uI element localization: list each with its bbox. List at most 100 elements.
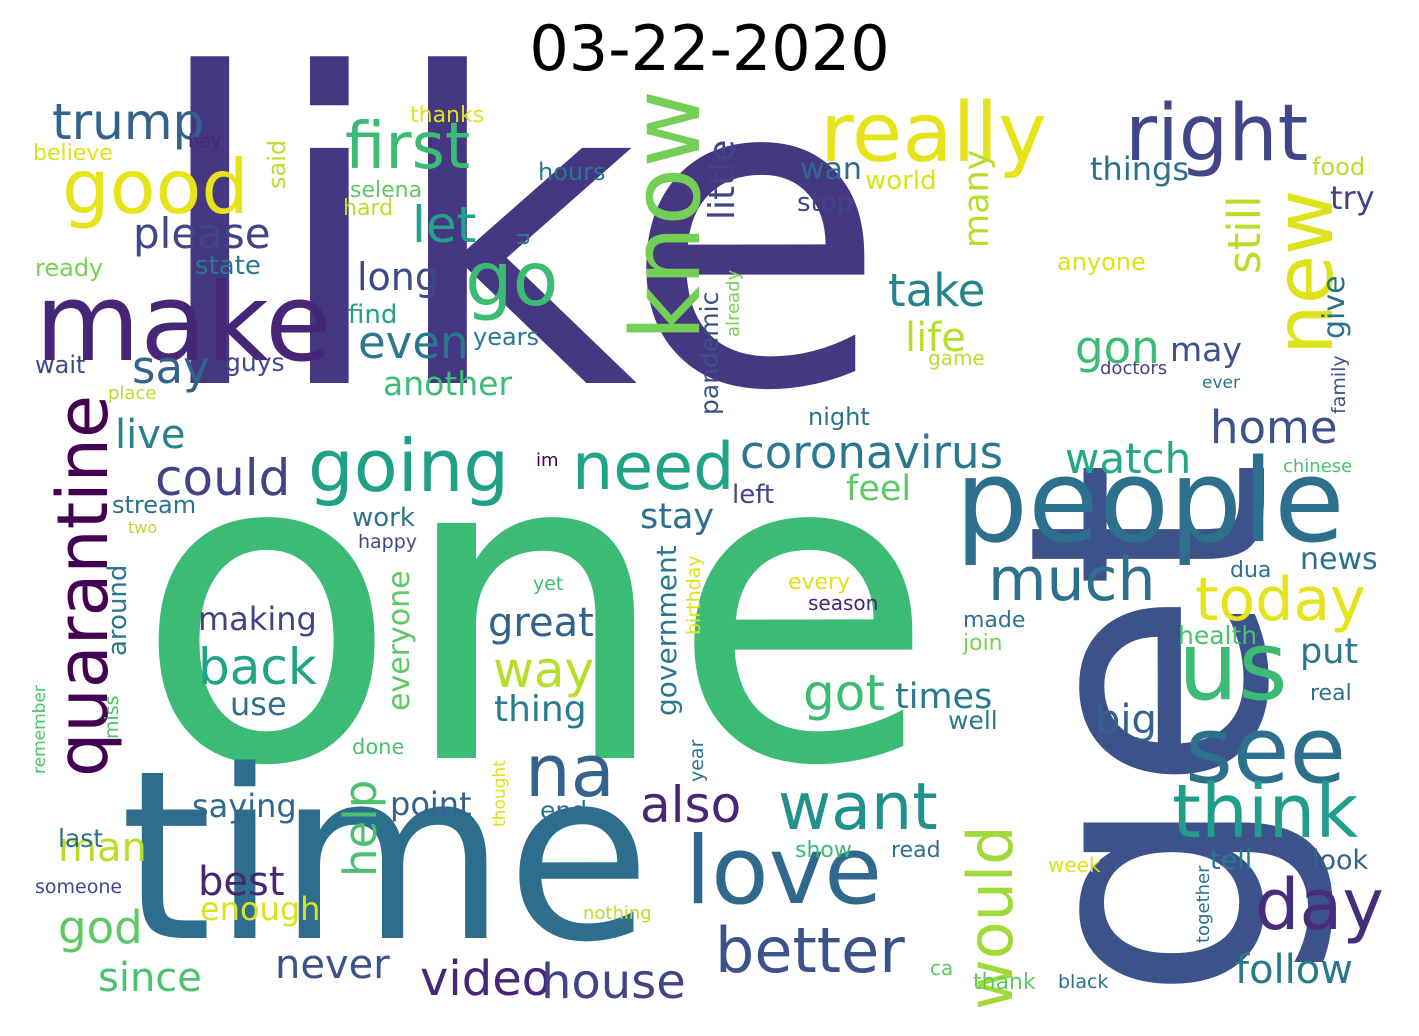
word-never: never xyxy=(275,942,390,988)
word-food: food xyxy=(1312,153,1366,181)
word-little: little xyxy=(702,139,743,220)
word-try: try xyxy=(1330,179,1375,217)
word-tell: tell xyxy=(1210,845,1253,876)
page-title: 03-22-2020 xyxy=(529,12,890,85)
word-chinese: chinese xyxy=(1283,456,1353,477)
word-need: need xyxy=(572,430,735,505)
word-right: right xyxy=(1125,89,1309,179)
word-make: make xyxy=(35,261,332,386)
word-still: still xyxy=(1218,195,1271,274)
word-na: na xyxy=(525,729,615,813)
word-things: things xyxy=(1090,150,1189,188)
word-u: u xyxy=(510,232,535,246)
word-join: join xyxy=(963,631,1003,656)
word-thought: thought xyxy=(490,760,510,827)
word-time: time xyxy=(120,721,651,994)
word-state: state xyxy=(195,251,261,281)
word-life: life xyxy=(905,315,966,361)
word-home: home xyxy=(1210,401,1338,454)
word-thanks: thanks xyxy=(410,103,485,128)
word-birthday: birthday xyxy=(683,555,705,635)
word-first: first xyxy=(345,110,471,184)
word-may: may xyxy=(1170,330,1242,369)
word-go: go xyxy=(465,235,559,323)
word-believe: believe xyxy=(33,141,113,166)
word-let: let xyxy=(412,196,477,254)
word-hard: hard xyxy=(343,196,394,221)
word-together: together xyxy=(1193,865,1214,943)
word-many: many xyxy=(957,149,997,248)
word-love: love xyxy=(685,817,883,926)
word-hours: hours xyxy=(538,158,606,186)
word-miss: miss xyxy=(101,695,123,739)
word-stay: stay xyxy=(640,497,715,537)
word-already: already xyxy=(723,269,744,337)
word-made: made xyxy=(963,608,1026,633)
word-want: want xyxy=(778,770,938,845)
word-last: last xyxy=(58,824,104,853)
word-hey: hey xyxy=(188,131,222,152)
word-night: night xyxy=(808,403,870,431)
word-stream: stream xyxy=(112,491,197,519)
word-anyone: anyone xyxy=(1057,248,1146,276)
word-see: see xyxy=(1185,697,1347,804)
word-ca: ca xyxy=(930,956,954,980)
word-every: every xyxy=(788,570,851,595)
word-times: times xyxy=(895,677,993,717)
word-work: work xyxy=(352,503,415,533)
word-back: back xyxy=(198,638,317,696)
word-long: long xyxy=(357,255,440,299)
word-today: today xyxy=(1195,565,1366,635)
word-please: please xyxy=(133,209,271,258)
word-read: read xyxy=(891,838,941,863)
word-wait: wait xyxy=(35,351,86,379)
word-show: show xyxy=(795,838,852,863)
word-feel: feel xyxy=(846,469,912,509)
word-big: big xyxy=(1095,697,1157,743)
word-someone: someone xyxy=(35,876,123,898)
word-great: great xyxy=(488,600,594,646)
word-good: good xyxy=(62,143,249,231)
word-thank: thank xyxy=(973,970,1036,995)
word-follow: follow xyxy=(1235,947,1353,993)
word-help: help xyxy=(334,779,387,877)
word-years: years xyxy=(473,323,540,351)
word-ready: ready xyxy=(35,254,104,282)
word-dua: dua xyxy=(1230,558,1272,583)
word-man: man xyxy=(58,825,147,871)
word-yet: yet xyxy=(533,573,564,595)
word-really: really xyxy=(820,86,1047,181)
word-world: world xyxy=(865,166,937,196)
word-everyone: everyone xyxy=(382,570,417,711)
word-im: im xyxy=(536,450,559,471)
word-trump: trump xyxy=(52,93,205,151)
word-give: give xyxy=(1317,275,1352,339)
word-put: put xyxy=(1300,632,1359,672)
word-around: around xyxy=(103,564,133,656)
word-use: use xyxy=(230,685,287,723)
word-people: people xyxy=(955,435,1345,569)
word-happy: happy xyxy=(358,531,418,553)
word-point: point xyxy=(390,785,472,823)
word-saying: saying xyxy=(192,787,297,825)
word-take: take xyxy=(888,264,986,317)
word-family: family xyxy=(1328,355,1350,414)
word-black: black xyxy=(1058,971,1109,993)
word-even: even xyxy=(358,316,469,369)
word-also: also xyxy=(640,776,742,834)
word-got: got xyxy=(803,664,885,722)
word-year: year xyxy=(686,739,708,782)
word-remember: remember xyxy=(30,685,50,774)
word-day: day xyxy=(1255,864,1384,946)
word-could: could xyxy=(155,449,291,507)
word-well: well xyxy=(948,706,998,735)
word-news: news xyxy=(1300,542,1378,577)
word-find: find xyxy=(348,300,398,330)
word-selena: selena xyxy=(350,178,423,203)
word-done: done xyxy=(352,735,405,759)
word-enough: enough xyxy=(200,890,321,928)
word-watch: watch xyxy=(1065,434,1192,483)
word-wan: wan xyxy=(800,152,862,187)
word-two: two xyxy=(128,518,158,537)
word-thing: thing xyxy=(494,689,587,730)
